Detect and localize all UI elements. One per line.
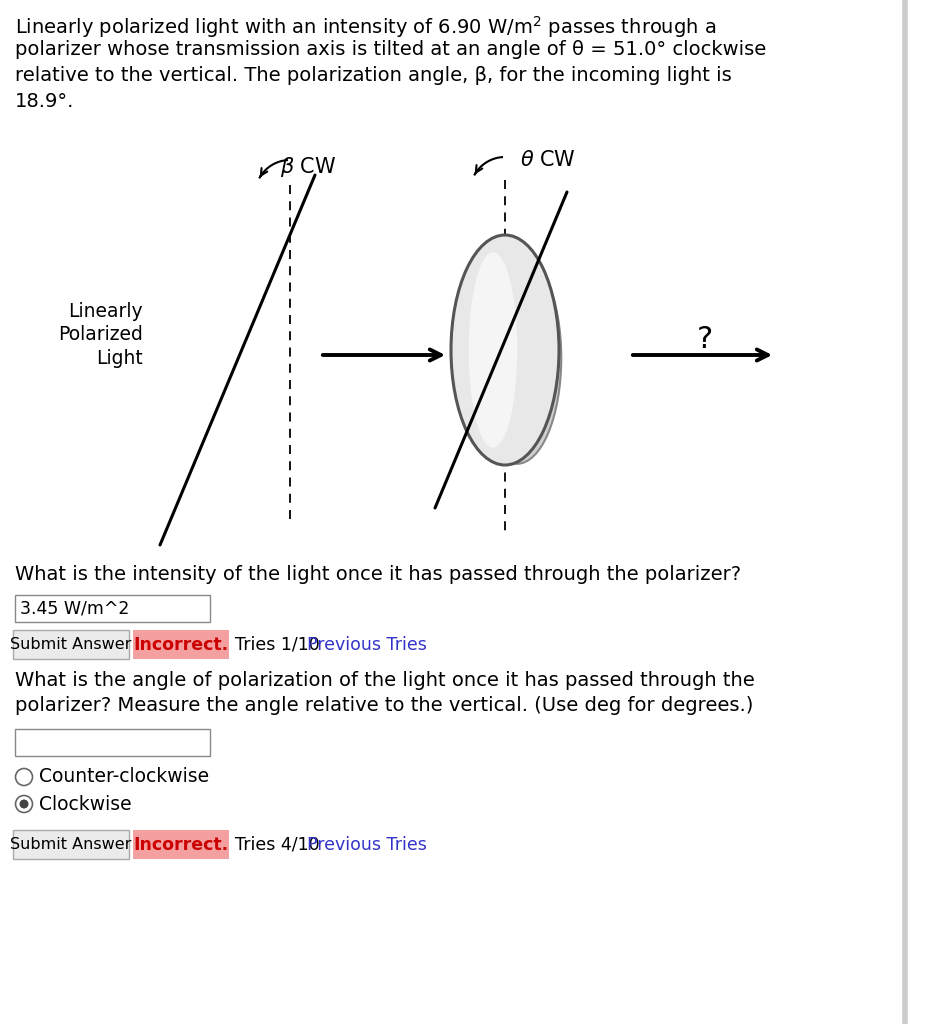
Text: Tries 4/10: Tries 4/10 xyxy=(235,836,325,853)
Text: $\theta$ CW: $\theta$ CW xyxy=(520,150,576,170)
Text: Clockwise: Clockwise xyxy=(39,795,132,813)
Text: ?: ? xyxy=(697,326,713,354)
Circle shape xyxy=(16,796,32,812)
Text: Incorrect.: Incorrect. xyxy=(133,836,229,853)
FancyBboxPatch shape xyxy=(133,630,229,659)
Text: Submit Answer: Submit Answer xyxy=(10,837,132,852)
Circle shape xyxy=(19,800,29,809)
Text: Linearly
Polarized
Light: Linearly Polarized Light xyxy=(58,302,143,368)
Text: relative to the vertical. The polarization angle, β, for the incoming light is: relative to the vertical. The polarizati… xyxy=(15,66,731,85)
Text: What is the angle of polarization of the light once it has passed through the: What is the angle of polarization of the… xyxy=(15,671,755,690)
Text: Counter-clockwise: Counter-clockwise xyxy=(39,768,210,786)
FancyBboxPatch shape xyxy=(13,630,129,659)
Ellipse shape xyxy=(469,252,517,447)
Text: Incorrect.: Incorrect. xyxy=(133,636,229,653)
Text: Linearly polarized light with an intensity of 6.90 W/m$^2$ passes through a: Linearly polarized light with an intensi… xyxy=(15,14,717,40)
Text: 3.45 W/m^2: 3.45 W/m^2 xyxy=(20,599,130,617)
Text: $\beta$ CW: $\beta$ CW xyxy=(280,155,337,179)
Text: polarizer? Measure the angle relative to the vertical. (Use deg for degrees.): polarizer? Measure the angle relative to… xyxy=(15,696,754,715)
Ellipse shape xyxy=(473,252,561,464)
FancyBboxPatch shape xyxy=(13,830,129,859)
FancyBboxPatch shape xyxy=(15,729,210,756)
Text: polarizer whose transmission axis is tilted at an angle of θ = 51.0° clockwise: polarizer whose transmission axis is til… xyxy=(15,40,767,59)
Text: Submit Answer: Submit Answer xyxy=(10,637,132,652)
Circle shape xyxy=(16,768,32,785)
FancyBboxPatch shape xyxy=(133,830,229,859)
Text: Previous Tries: Previous Tries xyxy=(307,636,426,653)
Text: What is the intensity of the light once it has passed through the polarizer?: What is the intensity of the light once … xyxy=(15,565,741,584)
Ellipse shape xyxy=(451,234,559,465)
Text: 18.9°.: 18.9°. xyxy=(15,92,74,111)
Text: Previous Tries: Previous Tries xyxy=(307,836,426,853)
Text: Tries 1/10: Tries 1/10 xyxy=(235,636,325,653)
FancyBboxPatch shape xyxy=(15,595,210,622)
